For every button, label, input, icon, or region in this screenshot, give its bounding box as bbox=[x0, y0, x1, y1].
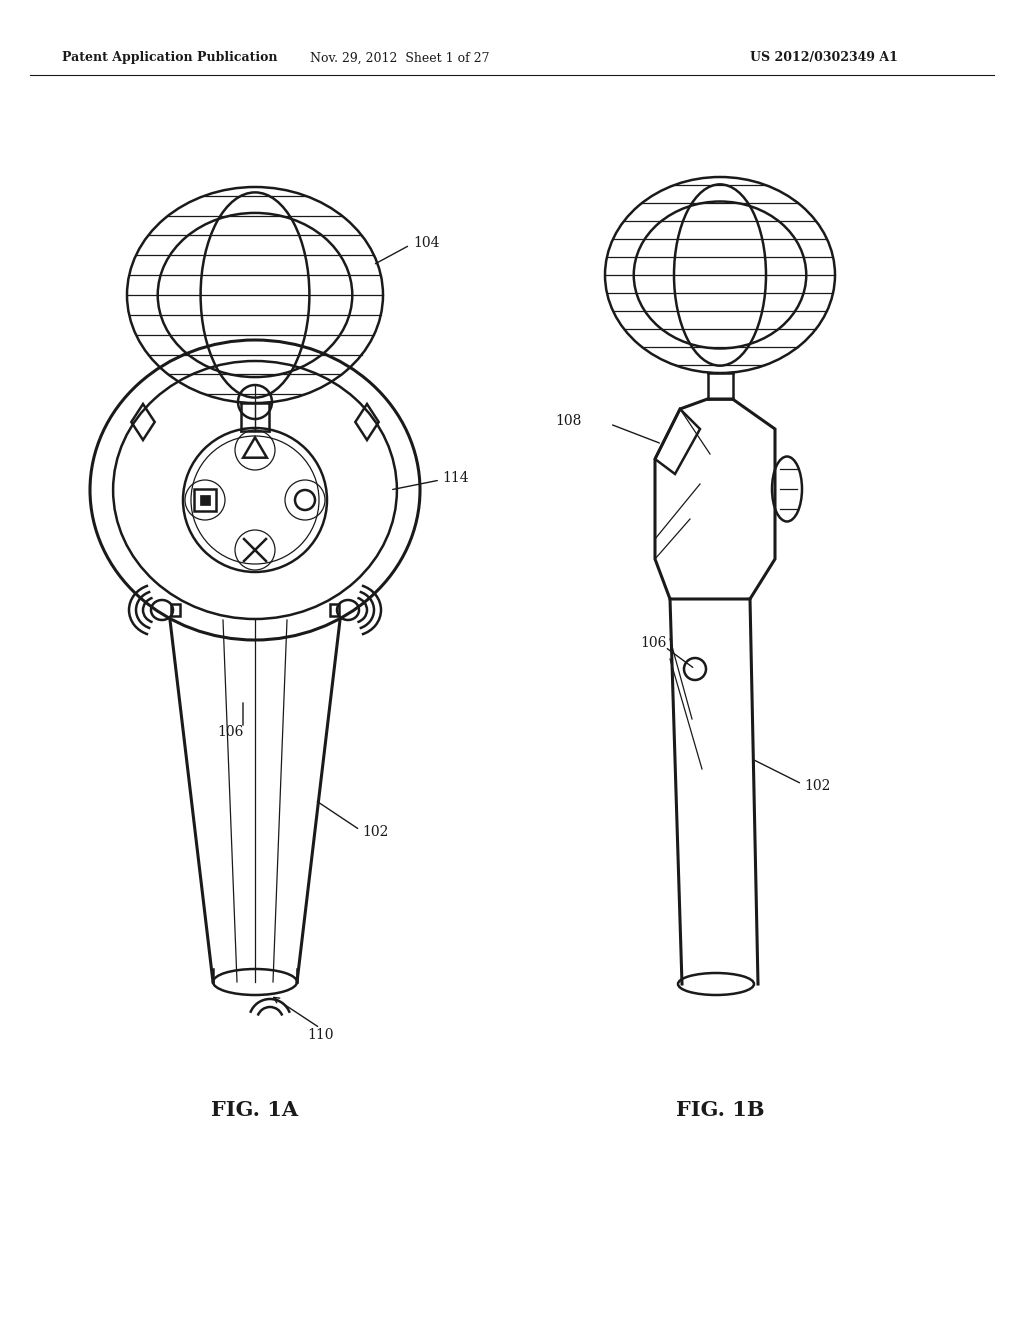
Text: 104: 104 bbox=[413, 236, 439, 249]
Text: FIG. 1B: FIG. 1B bbox=[676, 1100, 764, 1119]
Polygon shape bbox=[200, 495, 210, 506]
Text: 106: 106 bbox=[640, 636, 667, 649]
Text: 108: 108 bbox=[555, 414, 582, 428]
Text: 106: 106 bbox=[217, 725, 244, 739]
Text: 102: 102 bbox=[362, 825, 388, 840]
Text: 102: 102 bbox=[804, 779, 830, 793]
Text: Nov. 29, 2012  Sheet 1 of 27: Nov. 29, 2012 Sheet 1 of 27 bbox=[310, 51, 489, 65]
Text: FIG. 1A: FIG. 1A bbox=[211, 1100, 299, 1119]
Text: Patent Application Publication: Patent Application Publication bbox=[62, 51, 278, 65]
Text: US 2012/0302349 A1: US 2012/0302349 A1 bbox=[750, 51, 898, 65]
Text: 110: 110 bbox=[307, 1028, 334, 1041]
Text: 114: 114 bbox=[442, 471, 469, 484]
